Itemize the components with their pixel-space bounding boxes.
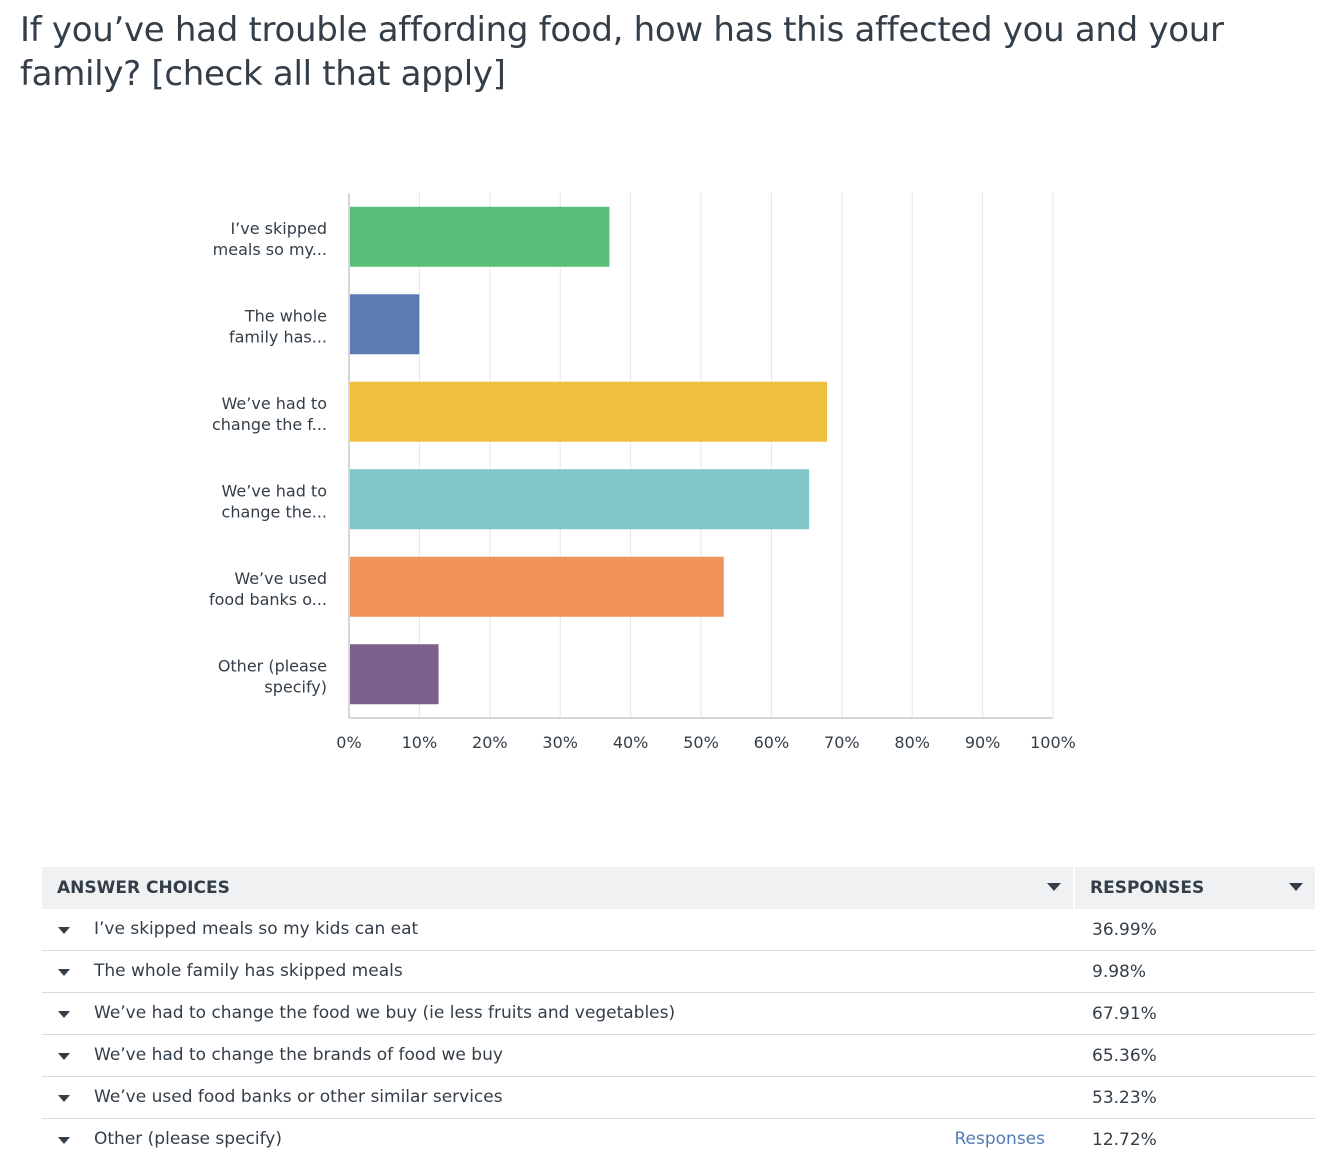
sort-caret-down-icon[interactable]: [1289, 883, 1303, 891]
x-tick-label: 100%: [1030, 733, 1076, 752]
table-row: We’ve had to change the brands of food w…: [42, 1035, 1315, 1077]
choice-label: I’ve skipped meals so my kids can eat: [94, 919, 418, 939]
x-tick-label: 40%: [613, 733, 649, 752]
responses-header[interactable]: RESPONSES: [1075, 867, 1315, 909]
table-header-row: ANSWER CHOICES RESPONSES: [42, 867, 1315, 909]
choice-cell: We’ve had to change the food we buy (ie …: [42, 993, 1073, 1035]
choice-cell: We’ve had to change the brands of food w…: [42, 1035, 1073, 1077]
choice-cell: The whole family has skipped meals: [42, 951, 1073, 993]
answer-choices-header-label: ANSWER CHOICES: [57, 878, 230, 898]
table-row: The whole family has skipped meals 9.98%: [42, 951, 1315, 993]
row-expand-caret-icon[interactable]: [58, 1095, 70, 1102]
choice-label: The whole family has skipped meals: [94, 961, 403, 981]
choice-cell: We’ve used food banks or other similar s…: [42, 1077, 1073, 1119]
bar: [350, 557, 724, 617]
response-percent: 65.36%: [1075, 1035, 1315, 1077]
row-expand-caret-icon[interactable]: [58, 1011, 70, 1018]
response-percent: 9.98%: [1075, 951, 1315, 993]
row-expand-caret-icon[interactable]: [58, 969, 70, 976]
row-expand-caret-icon[interactable]: [58, 1053, 70, 1060]
bar: [350, 644, 439, 704]
choice-label: Other (please specify): [94, 1129, 282, 1149]
x-tick-label: 30%: [542, 733, 578, 752]
answer-table: ANSWER CHOICES RESPONSES I’ve skipped me…: [42, 867, 1315, 1160]
x-tick-label: 0%: [336, 733, 361, 752]
bar: [350, 294, 419, 354]
response-percent: 36.99%: [1075, 909, 1315, 951]
row-expand-caret-icon[interactable]: [58, 927, 70, 934]
x-tick-label: 50%: [683, 733, 719, 752]
sort-caret-down-icon[interactable]: [1047, 883, 1061, 891]
x-tick-label: 80%: [894, 733, 930, 752]
table-row: We’ve used food banks or other similar s…: [42, 1077, 1315, 1119]
row-expand-caret-icon[interactable]: [58, 1137, 70, 1144]
bar-chart: 0% 10% 20% 30% 40% 50% 60% 70% 80% 90% 100% I’ve sk…: [0, 0, 1326, 820]
bar: [350, 382, 827, 442]
x-tick-label: 10%: [402, 733, 438, 752]
responses-header-label: RESPONSES: [1090, 878, 1204, 898]
choice-label: We’ve had to change the brands of food w…: [94, 1045, 503, 1065]
bar: [350, 207, 609, 267]
response-percent: 53.23%: [1075, 1077, 1315, 1119]
bar: [350, 469, 809, 529]
table-row: We’ve had to change the food we buy (ie …: [42, 993, 1315, 1035]
x-tick-label: 90%: [965, 733, 1001, 752]
x-tick-label: 60%: [754, 733, 790, 752]
choice-label: We’ve used food banks or other similar s…: [94, 1087, 503, 1107]
x-tick-label: 20%: [472, 733, 508, 752]
table-row: I’ve skipped meals so my kids can eat 36…: [42, 909, 1315, 951]
response-percent: 67.91%: [1075, 993, 1315, 1035]
answer-choices-header[interactable]: ANSWER CHOICES: [42, 867, 1073, 909]
x-tick-label: 70%: [824, 733, 860, 752]
choice-label: We’ve had to change the food we buy (ie …: [94, 1003, 675, 1023]
choice-cell: I’ve skipped meals so my kids can eat: [42, 909, 1073, 951]
responses-link[interactable]: Responses: [954, 1129, 1045, 1149]
